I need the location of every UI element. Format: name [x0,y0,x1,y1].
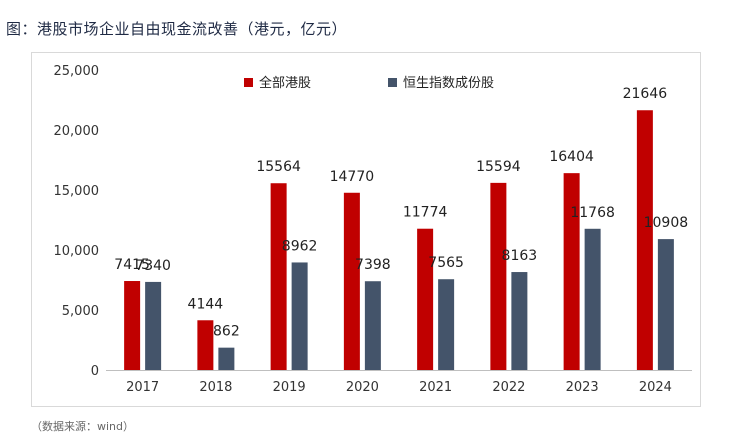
y-tick-label: 15,000 [54,184,100,199]
y-axis: 0 5,000 10,000 15,000 20,000 25,000 [54,64,100,379]
data-labels: 7415 4144 15564 14770 11774 15594 16404 21646 73… [114,86,688,339]
data-label: 14770 [330,169,375,185]
bar-hsi-2021 [438,279,455,370]
x-axis: 2017 2018 2019 2020 2021 2022 2023 2024 [126,380,672,395]
x-tick-label: 2019 [273,380,306,395]
bar-all-hk-2020 [343,192,360,370]
y-tick-label: 20,000 [54,124,100,139]
data-label: 8163 [502,248,538,264]
y-tick-label: 25,000 [54,64,100,79]
data-label: 7415 [114,257,150,273]
bar-hsi-2017 [145,281,162,370]
bar-all-hk-2023 [563,173,580,370]
legend-label: 恒生指数成份股 [403,76,494,91]
data-label: 8962 [282,238,318,254]
x-tick-label: 2021 [419,380,452,395]
y-tick-label: 10,000 [54,244,100,259]
data-label: 21646 [623,86,668,102]
x-tick-label: 2024 [639,380,672,395]
data-label: 862 [213,324,240,340]
bar-all-hk-2019 [270,183,287,370]
legend-swatch [244,78,253,87]
y-tick-label: 0 [91,364,99,379]
x-tick-label: 2017 [126,380,159,395]
data-label: 4144 [188,296,224,312]
legend: 全部港股 恒生指数成份股 [244,75,494,91]
figure-source: （数据来源：wind） [31,420,135,433]
x-tick-label: 2020 [346,380,379,395]
bar-hsi-2023 [584,228,601,370]
bar-hsi-2024 [657,239,674,370]
data-label: 11768 [570,205,615,221]
y-tick-label: 5,000 [62,304,99,319]
x-tick-label: 2018 [199,380,232,395]
data-label: 16404 [549,149,594,165]
x-tick-label: 2023 [566,380,599,395]
chart-frame: 0 5,000 10,000 15,000 20,000 25,000 2017 2018 2… [31,52,701,407]
x-tick-label: 2022 [492,380,525,395]
legend-label: 全部港股 [259,75,311,91]
bar-all-hk-2022 [490,182,507,370]
bar-hsi-2019 [291,262,308,370]
data-label: 7340 [135,258,171,274]
bar-all-hk-2024 [636,110,653,371]
bar-hsi-2020 [364,281,381,370]
bar-hsi-2018 [218,347,235,370]
data-label: 7565 [428,255,464,271]
legend-swatch [388,78,397,87]
bar-all-hk-2017 [124,281,141,370]
bar-all-hk-2021 [417,228,434,370]
data-label: 10908 [644,215,689,231]
data-label: 11774 [403,205,448,221]
bars [124,110,674,371]
figure-title: 图：港股市场企业自由现金流改善（港元，亿元） [6,20,348,38]
bar-all-hk-2018 [197,320,214,370]
data-label: 7398 [355,257,391,273]
data-label: 15564 [256,159,301,175]
bar-hsi-2022 [511,272,528,370]
data-label: 15594 [476,159,521,175]
